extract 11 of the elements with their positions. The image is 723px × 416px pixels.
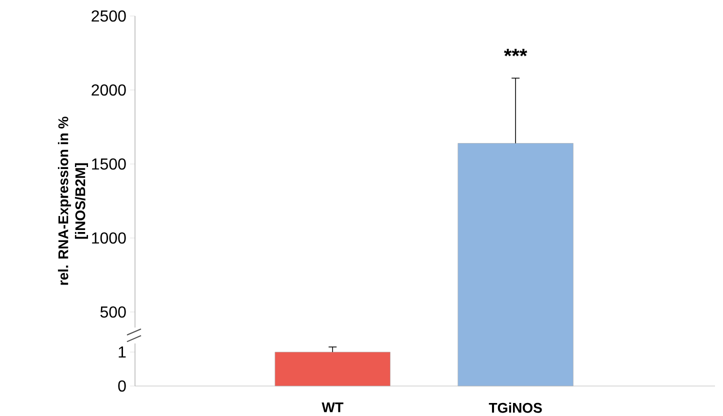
y-tick-label: 2000 <box>92 84 126 96</box>
y-axis-title: rel. RNA-Expression in % [iNOS/B2M] <box>58 116 88 285</box>
annotation: *** <box>504 48 528 56</box>
y2-tick-label: 0 <box>118 380 126 392</box>
x-tick-label: WT <box>322 402 344 412</box>
y-tick-label: 2500 <box>92 10 126 22</box>
y-tick-label: 1500 <box>92 158 126 170</box>
x-tick-label: TGiNOS <box>488 402 542 413</box>
y2-tick-label: 1 <box>118 346 126 358</box>
y-tick-label: 1000 <box>92 232 126 244</box>
y-tick-label: 500 <box>100 306 126 318</box>
